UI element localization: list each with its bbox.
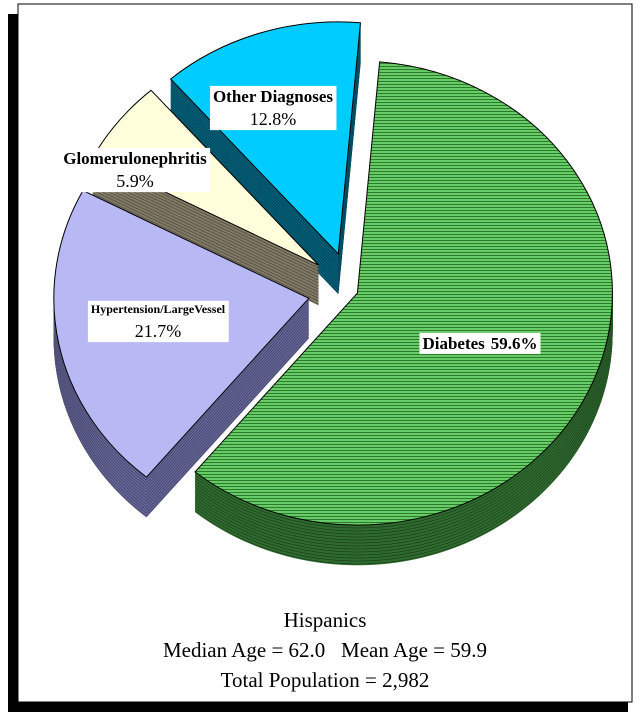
chart-title: Hispanics <box>284 608 367 632</box>
label-box <box>419 332 541 354</box>
label: Diabetes 59.6% <box>422 334 537 353</box>
label-box <box>209 85 337 131</box>
category-name: Hypertension/LargeVessel <box>91 302 226 316</box>
data-label: Glomerulonephritis 5.9% <box>60 147 211 193</box>
value-label: 5.9% <box>116 171 154 191</box>
label-box <box>87 300 229 343</box>
category-name: Diabetes <box>422 334 485 353</box>
data-label: Hypertension/LargeVessel 21.7% <box>87 300 229 343</box>
value-label: 59.6% <box>491 334 538 353</box>
value-label: 21.7% <box>135 321 182 341</box>
data-label: Diabetes 59.6% <box>419 332 541 354</box>
category-name: Other Diagnoses <box>213 87 333 106</box>
category-name: Glomerulonephritis <box>63 149 207 168</box>
data-label: Other Diagnoses 12.8% <box>209 85 337 131</box>
chart-footnote: Total Population = 2,982 <box>221 668 430 692</box>
chart-subtitle: Median Age = 62.0 Mean Age = 59.9 <box>163 638 487 662</box>
slice <box>169 21 362 256</box>
value-label: 12.8% <box>250 109 297 129</box>
label-box <box>60 147 211 193</box>
slice <box>194 61 613 526</box>
